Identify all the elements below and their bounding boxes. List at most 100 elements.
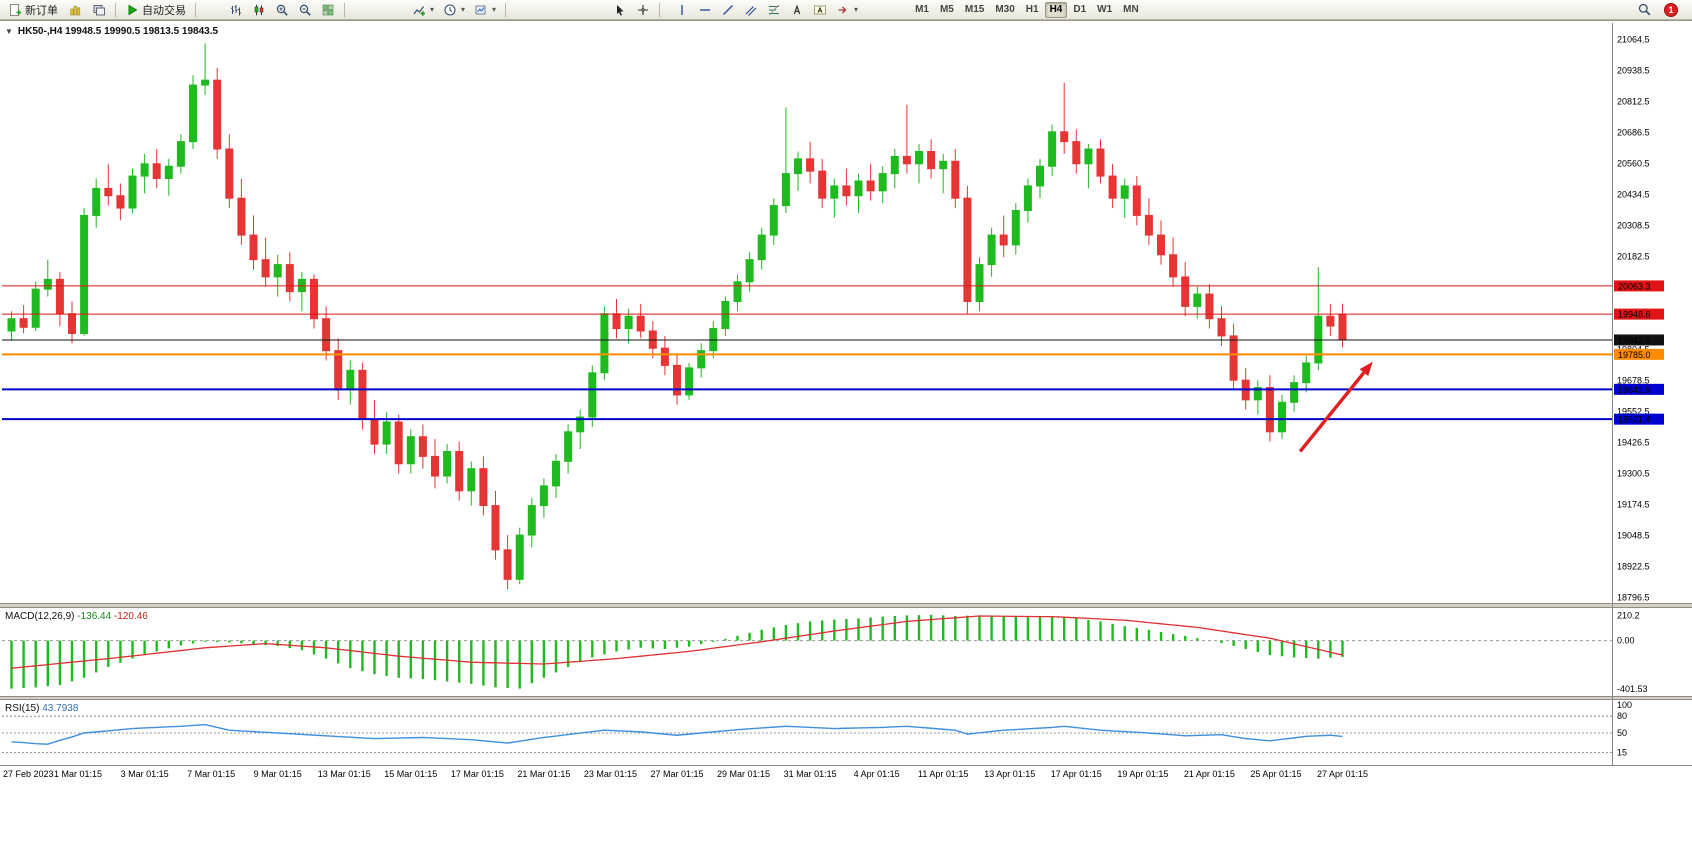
notification-badge[interactable]: 1 <box>1664 2 1678 17</box>
timeframe-h4-button[interactable]: H4 <box>1044 1 1068 18</box>
panel-separator[interactable] <box>0 603 1692 608</box>
time-tick-label: 13 Apr 01:15 <box>984 769 1035 779</box>
fibonacci-tool-button[interactable] <box>763 1 785 19</box>
candle <box>1302 362 1311 384</box>
hline-price-chip-label: 19843.5 <box>1618 335 1651 345</box>
candle <box>467 468 476 492</box>
candle <box>116 195 125 209</box>
trendline-tool-button[interactable] <box>717 1 739 19</box>
hline-price-chip <box>1614 308 1664 320</box>
time-axis[interactable]: 27 Feb 2023 1 Mar 01:15 3 Mar 01:15 7 Mar 0… <box>3 769 1368 779</box>
zoom-out-button[interactable] <box>294 1 316 19</box>
bar-chart-icon <box>229 3 243 17</box>
new-order-button[interactable]: 新订单 <box>4 1 62 19</box>
arrows-tool-button[interactable]: ▾ <box>832 1 862 19</box>
dropdown-caret-icon: ▾ <box>492 5 497 14</box>
candle <box>213 79 222 150</box>
candle <box>769 205 778 236</box>
timeframe-mn-button[interactable]: MN <box>1118 2 1144 18</box>
chart-template-icon <box>474 3 488 17</box>
zoom-in-button[interactable] <box>271 1 293 19</box>
price-tick-label: 21064.5 <box>1617 35 1650 45</box>
candle <box>987 234 996 266</box>
bar-chart-mode-button[interactable] <box>225 1 247 19</box>
timeframe-w1-button[interactable]: W1 <box>1092 2 1117 18</box>
time-tick-label: 17 Apr 01:15 <box>1051 769 1102 779</box>
candle <box>43 278 52 290</box>
candle <box>358 369 367 421</box>
macd-main-value: -136.44 <box>77 611 112 622</box>
candle <box>273 264 282 278</box>
candle <box>1253 387 1262 401</box>
candle <box>1217 318 1226 337</box>
dropdown-caret-icon: ▾ <box>854 5 859 14</box>
profiles-button[interactable] <box>88 1 110 19</box>
hline-price-chip-label: 19521.4 <box>1618 415 1651 425</box>
autotrading-label: 自动交易 <box>142 4 186 17</box>
dropdown-caret-icon: ▾ <box>430 5 435 14</box>
new-order-label: 新订单 <box>25 4 58 17</box>
candle <box>854 180 863 197</box>
text-tool-button[interactable] <box>786 1 808 19</box>
crosshair-icon <box>636 3 650 17</box>
candle <box>660 347 669 366</box>
search-button[interactable] <box>1633 1 1656 19</box>
panel-separator[interactable] <box>0 696 1692 700</box>
time-tick-label: 17 Mar 01:15 <box>451 769 504 779</box>
toolbar-separator <box>344 2 345 17</box>
candle <box>1072 141 1081 165</box>
cursor-tool-button[interactable] <box>609 1 631 19</box>
macd-signal-line <box>11 615 1343 669</box>
periods-button[interactable]: ▾ <box>439 1 469 19</box>
horizontal-line-tool-button[interactable] <box>694 1 716 19</box>
toolbar-separator <box>659 2 661 17</box>
timeframe-m15-button[interactable]: M15 <box>960 2 989 18</box>
text-label-tool-button[interactable] <box>809 1 831 19</box>
timeframe-m1-button[interactable]: M1 <box>910 2 934 18</box>
candle <box>576 416 585 433</box>
bar-chart-gold-icon <box>68 3 82 17</box>
candle <box>443 450 452 477</box>
hline-price-chip-label: 19948.6 <box>1618 310 1651 320</box>
add-indicator-button[interactable]: ▾ <box>408 1 438 19</box>
chart-canvas[interactable]: 21064.5 20938.5 20812.5 20686.5 20560.5 20434… <box>0 21 1692 850</box>
candle <box>1326 315 1335 327</box>
chart-background <box>0 21 1692 850</box>
horizontal-line-icon <box>698 3 712 17</box>
timeframe-m30-button[interactable]: M30 <box>990 2 1019 18</box>
candle <box>334 350 343 391</box>
timeframe-d1-button[interactable]: D1 <box>1068 2 1091 18</box>
candle <box>261 259 270 278</box>
tile-windows-button[interactable] <box>317 1 339 19</box>
time-tick-label: 23 Mar 01:15 <box>584 769 637 779</box>
charts-button[interactable] <box>64 1 86 19</box>
candle <box>346 369 355 391</box>
candle <box>1011 209 1020 246</box>
candle <box>564 431 573 462</box>
timeframe-h1-button[interactable]: H1 <box>1021 2 1044 18</box>
autotrading-button[interactable]: 自动交易 <box>121 1 190 19</box>
timeframe-m5-button[interactable]: M5 <box>935 2 959 18</box>
macd-axis-label: 0.00 <box>1617 636 1635 646</box>
candle <box>612 313 621 330</box>
candlestick-icon <box>252 3 266 17</box>
candlestick-mode-button[interactable] <box>248 1 270 19</box>
price-tick-label: 19426.5 <box>1617 437 1650 447</box>
time-tick-label: 7 Mar 01:15 <box>187 769 235 779</box>
channel-tool-button[interactable] <box>740 1 762 19</box>
rsi-value: 43.7938 <box>42 703 79 714</box>
trend-arrow-annotation[interactable] <box>1298 361 1373 453</box>
candle <box>697 350 706 369</box>
crosshair-tool-button[interactable] <box>632 1 654 19</box>
candle <box>1084 148 1093 165</box>
candle <box>225 148 234 199</box>
candle <box>80 214 89 334</box>
vertical-line-tool-button[interactable] <box>671 1 693 19</box>
candle <box>951 160 960 199</box>
candle <box>285 264 294 293</box>
one-click-trading-toggle-icon[interactable]: ▼ <box>5 27 13 36</box>
candle <box>624 315 633 330</box>
candle <box>249 234 258 261</box>
template-button[interactable]: ▾ <box>470 1 500 19</box>
hline-price-chip <box>1614 280 1664 292</box>
